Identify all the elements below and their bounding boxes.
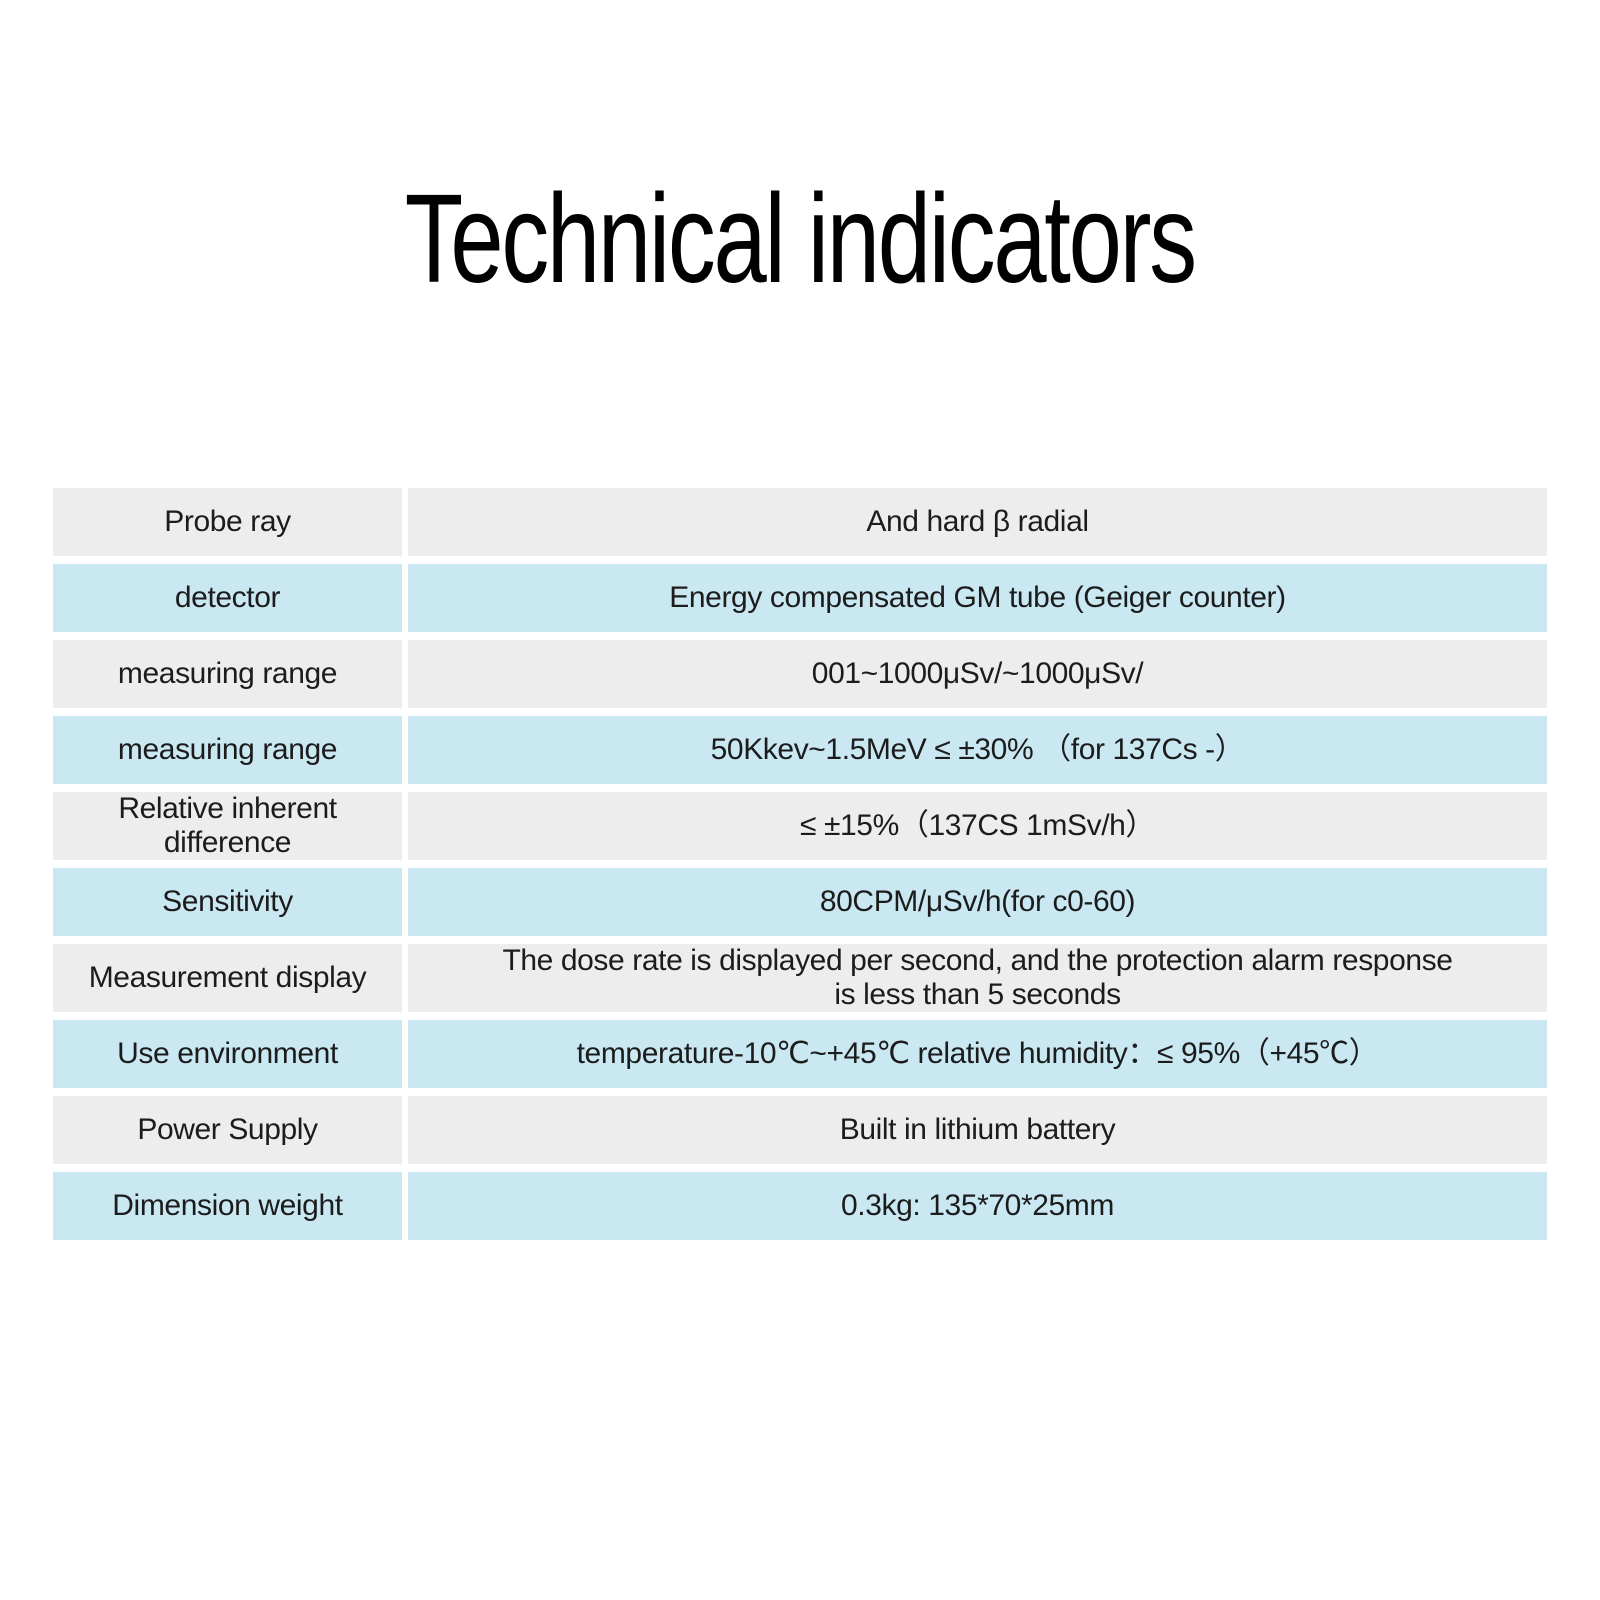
spec-label: Use environment bbox=[53, 1020, 402, 1088]
spec-label: Probe ray bbox=[53, 488, 402, 556]
spec-label: measuring range bbox=[53, 716, 402, 784]
row-relative-inherent-difference: Relative inherent difference ≤ ±15%（137C… bbox=[53, 792, 1547, 860]
page-title: Technical indicators bbox=[0, 176, 1600, 302]
spec-label: measuring range bbox=[53, 640, 402, 708]
spec-label: Relative inherent difference bbox=[53, 792, 402, 860]
spec-label: Power Supply bbox=[53, 1096, 402, 1164]
row-detector: detector Energy compensated GM tube (Gei… bbox=[53, 564, 1547, 632]
spec-label: Sensitivity bbox=[53, 868, 402, 936]
row-dimension-weight: Dimension weight 0.3kg: 135*70*25mm bbox=[53, 1172, 1547, 1240]
row-measurement-display: Measurement display The dose rate is dis… bbox=[53, 944, 1547, 1012]
spec-value: The dose rate is displayed per second, a… bbox=[408, 944, 1547, 1012]
spec-value: Energy compensated GM tube (Geiger count… bbox=[408, 564, 1547, 632]
row-power-supply: Power Supply Built in lithium battery bbox=[53, 1096, 1547, 1164]
spec-value: Built in lithium battery bbox=[408, 1096, 1547, 1164]
page-title-text: Technical indicators bbox=[404, 168, 1197, 309]
row-measuring-range-dose: measuring range 001~1000μSv/~1000μSv/ bbox=[53, 640, 1547, 708]
spec-value: 001~1000μSv/~1000μSv/ bbox=[408, 640, 1547, 708]
spec-label: detector bbox=[53, 564, 402, 632]
row-probe-ray: Probe ray And hard β radial bbox=[53, 488, 1547, 556]
row-use-environment: Use environment temperature-10℃~+45℃ rel… bbox=[53, 1020, 1547, 1088]
spec-value: temperature-10℃~+45℃ relative humidity：≤… bbox=[408, 1020, 1547, 1088]
spec-value: 0.3kg: 135*70*25mm bbox=[408, 1172, 1547, 1240]
spec-value: 80CPM/μSv/h(for c0-60) bbox=[408, 868, 1547, 936]
spec-label: Measurement display bbox=[53, 944, 402, 1012]
row-sensitivity: Sensitivity 80CPM/μSv/h(for c0-60) bbox=[53, 868, 1547, 936]
spec-value: 50Kkev~1.5MeV ≤ ±30% （for 137Cs -） bbox=[408, 716, 1547, 784]
spec-value: And hard β radial bbox=[408, 488, 1547, 556]
spec-value: ≤ ±15%（137CS 1mSv/h） bbox=[408, 792, 1547, 860]
spec-label: Dimension weight bbox=[53, 1172, 402, 1240]
spec-table: Probe ray And hard β radial detector Ene… bbox=[53, 488, 1547, 1240]
row-measuring-range-energy: measuring range 50Kkev~1.5MeV ≤ ±30% （fo… bbox=[53, 716, 1547, 784]
